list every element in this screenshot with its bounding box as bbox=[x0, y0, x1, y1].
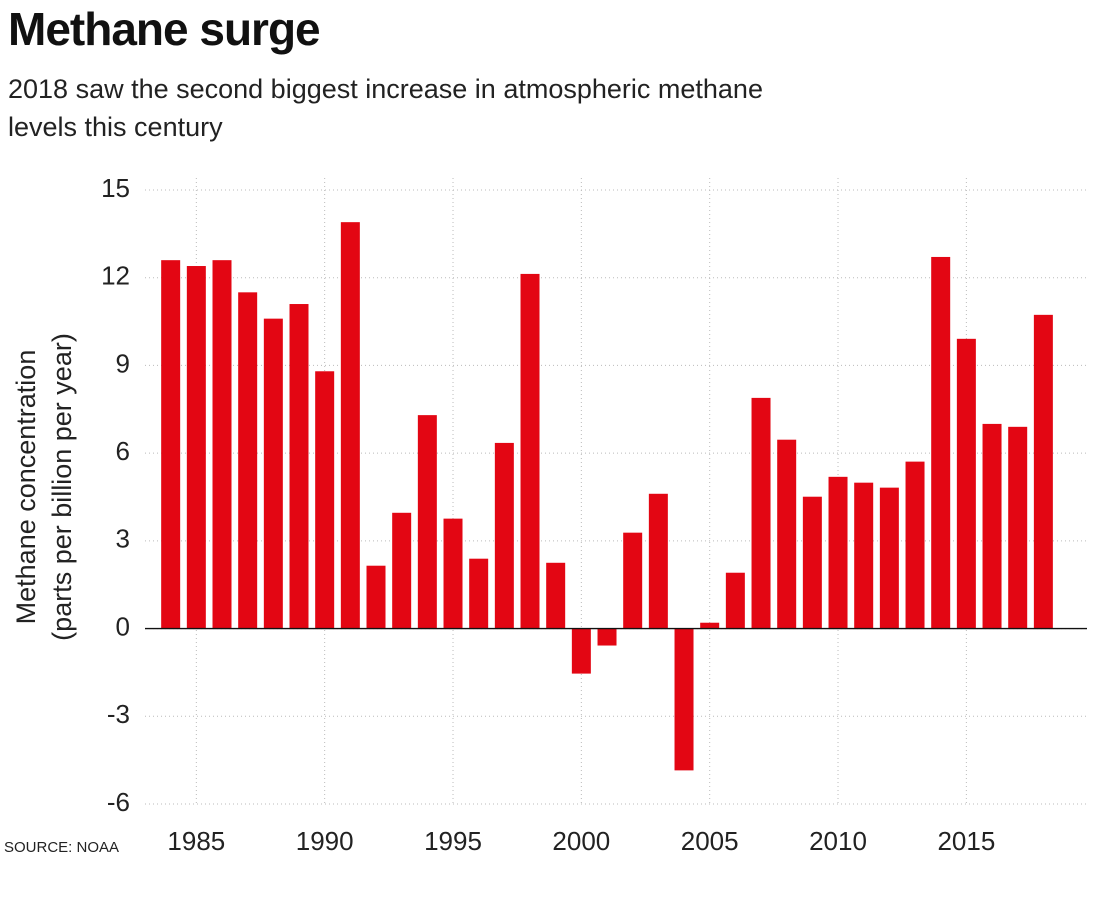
bar bbox=[263, 318, 283, 629]
y-tick-label: 0 bbox=[116, 611, 130, 641]
y-tick-label: 15 bbox=[101, 173, 130, 203]
bar bbox=[366, 565, 386, 629]
bar bbox=[340, 222, 360, 629]
bar bbox=[931, 256, 951, 629]
chart-subtitle: 2018 saw the second biggest increase in … bbox=[8, 74, 763, 142]
bar bbox=[212, 260, 232, 629]
bar bbox=[751, 397, 771, 629]
y-tick-label: 6 bbox=[116, 436, 130, 466]
bar bbox=[571, 628, 591, 674]
x-tick-label: 1985 bbox=[167, 826, 225, 856]
x-tick-label: 1990 bbox=[296, 826, 354, 856]
bar bbox=[520, 273, 540, 629]
y-axis-label: Methane concentration bbox=[11, 350, 41, 625]
x-tick-label: 2010 bbox=[809, 826, 867, 856]
bar bbox=[1033, 314, 1053, 629]
y-axis-label: (parts per billion per year) bbox=[47, 333, 77, 641]
bar bbox=[905, 461, 925, 629]
bar bbox=[674, 628, 694, 771]
y-tick-label: -3 bbox=[107, 699, 130, 729]
bar bbox=[546, 562, 566, 629]
bar bbox=[417, 415, 437, 629]
bar bbox=[161, 260, 181, 629]
bar bbox=[443, 518, 463, 629]
bar bbox=[623, 532, 643, 629]
bar bbox=[186, 266, 206, 629]
bar bbox=[854, 482, 874, 629]
bar bbox=[648, 493, 668, 629]
x-tick-label: 2000 bbox=[552, 826, 610, 856]
bar bbox=[238, 292, 258, 629]
y-tick-label: 9 bbox=[116, 348, 130, 378]
x-tick-label: 1995 bbox=[424, 826, 482, 856]
bar bbox=[879, 487, 899, 629]
bar bbox=[828, 476, 848, 629]
chart-title: Methane surge bbox=[8, 3, 321, 55]
bar bbox=[777, 439, 797, 629]
bar bbox=[982, 423, 1002, 629]
source: SOURCE: NOAA bbox=[4, 839, 119, 856]
x-tick-label: 2015 bbox=[937, 826, 995, 856]
bar bbox=[392, 512, 412, 629]
y-tick-label: 12 bbox=[101, 261, 130, 291]
bar bbox=[700, 622, 720, 629]
x-tick-label: 2005 bbox=[681, 826, 739, 856]
bar bbox=[597, 628, 617, 646]
bar bbox=[802, 496, 822, 629]
y-tick-label: -6 bbox=[107, 787, 130, 817]
bar bbox=[469, 558, 489, 629]
bar bbox=[956, 338, 976, 629]
bar bbox=[1008, 426, 1028, 629]
bar bbox=[725, 572, 745, 629]
bar bbox=[289, 304, 309, 629]
y-tick-label: 3 bbox=[116, 524, 130, 554]
bar bbox=[494, 442, 514, 629]
bar bbox=[315, 371, 335, 629]
